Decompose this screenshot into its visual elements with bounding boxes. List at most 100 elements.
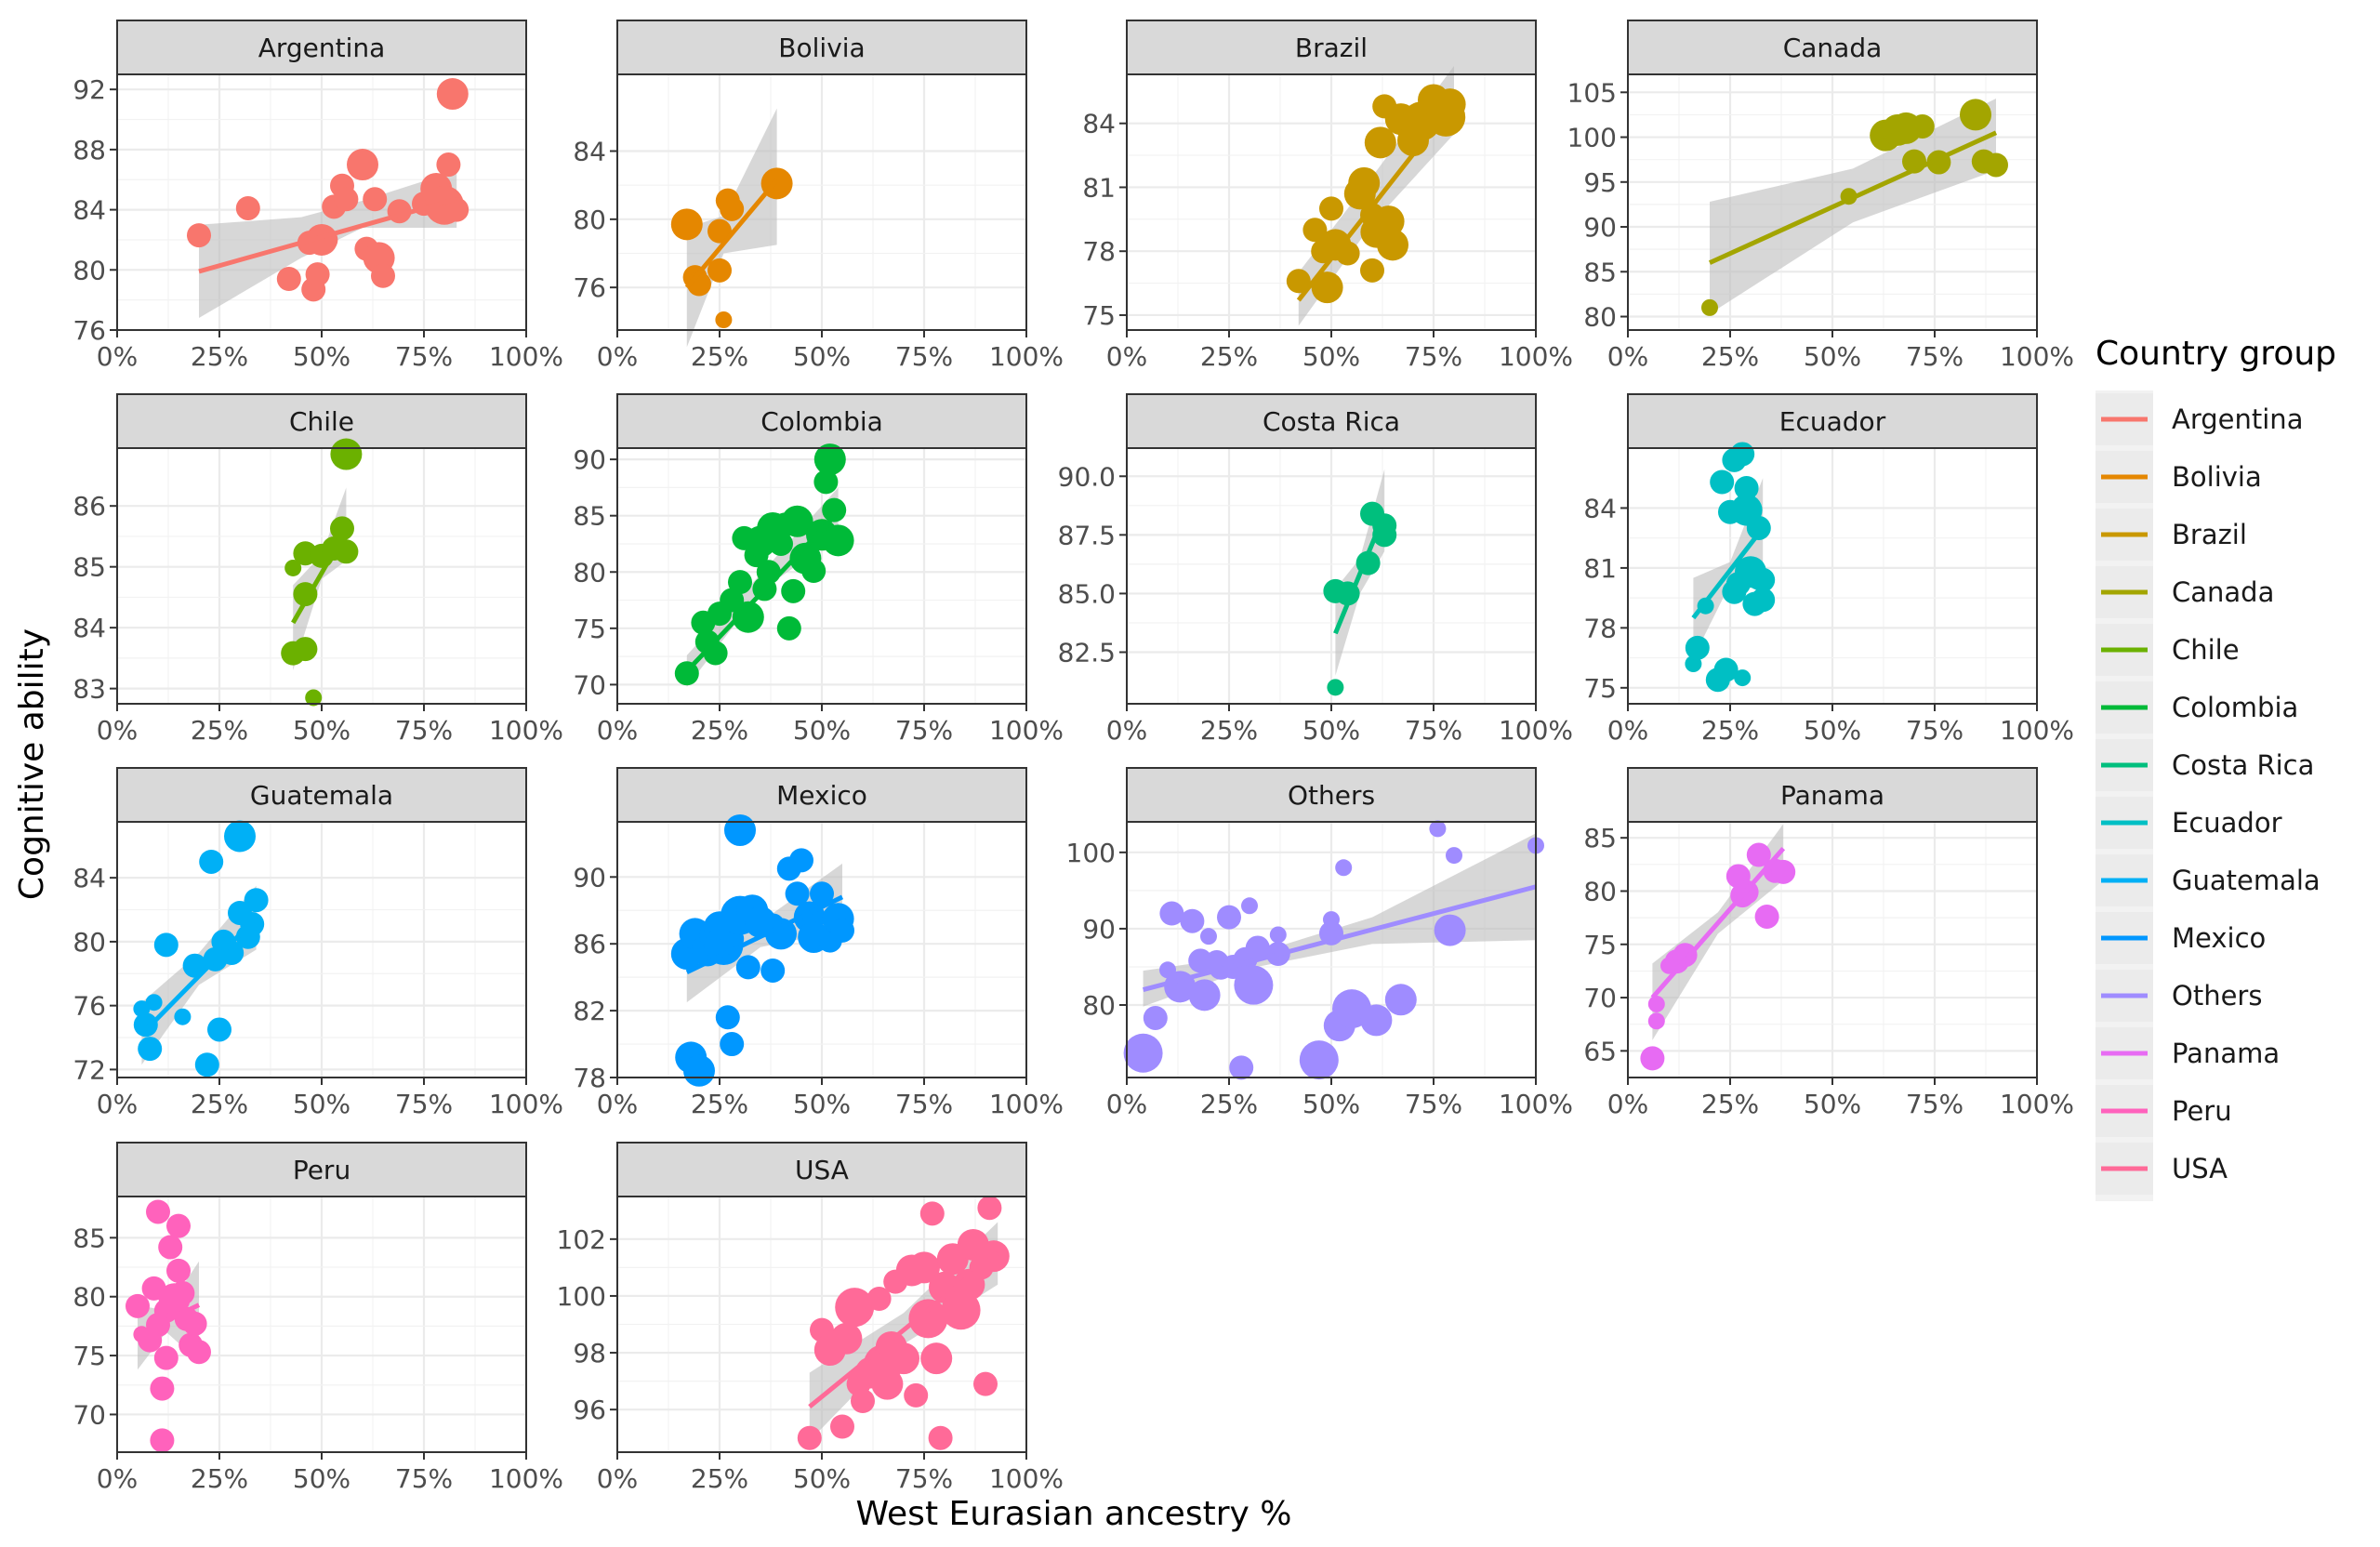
facet-strip-label: Costa Rica	[1263, 406, 1400, 437]
x-axis-title: West Eurasian ancestry %	[856, 1495, 1292, 1533]
facet-strip-label: Canada	[1783, 33, 1883, 63]
y-tick-label: 78	[573, 1063, 606, 1093]
x-tick-label: 50%	[793, 1089, 851, 1119]
x-tick-label: 0%	[597, 715, 638, 746]
data-point	[1372, 205, 1405, 238]
data-point	[822, 497, 847, 522]
data-point	[1701, 298, 1718, 316]
x-tick-label: 25%	[1200, 1089, 1258, 1119]
y-tick-label: 85	[1583, 823, 1617, 853]
panel-usa: USA 96 98 100 102 0% 25% 50% 75% 100%	[557, 1142, 1064, 1494]
data-point	[1319, 196, 1343, 221]
data-point	[1241, 897, 1258, 915]
legend-label-argentina: Argentina	[2172, 403, 2303, 435]
y-tick-label: 85	[73, 1223, 106, 1253]
y-axis-title: Cognitive ability	[13, 628, 51, 900]
data-point	[1234, 965, 1274, 1005]
data-point	[835, 1288, 875, 1328]
trend-line	[684, 510, 840, 673]
data-point	[1180, 908, 1205, 933]
data-point	[830, 1322, 863, 1355]
y-tick-label: 90.0	[1058, 461, 1116, 492]
panel-bolivia: Bolivia 76 80 84 0% 25% 50% 75% 100%	[573, 20, 1064, 372]
data-point	[789, 848, 813, 873]
y-tick-label: 92	[73, 74, 106, 105]
data-point	[334, 187, 359, 212]
data-point	[781, 505, 813, 537]
facet-strip	[116, 393, 527, 449]
facet-strip-label: Peru	[293, 1155, 350, 1185]
legend-label-canada: Canada	[2172, 576, 2274, 608]
data-point	[436, 78, 469, 111]
data-point	[919, 1201, 945, 1226]
data-point	[1360, 258, 1384, 283]
y-tick-label: 85	[1583, 257, 1617, 287]
x-tick-label: 75%	[895, 715, 953, 746]
panel-peru: Peru 70 75 80 85 0% 25% 50% 75% 100%	[73, 1142, 563, 1494]
data-point	[871, 1368, 904, 1400]
data-point	[920, 1342, 953, 1375]
data-point	[1335, 859, 1353, 877]
data-point	[444, 197, 469, 222]
data-point	[1446, 847, 1462, 865]
data-point	[1217, 905, 1241, 930]
x-tick-label: 0%	[97, 341, 138, 372]
data-point	[334, 539, 359, 564]
data-point	[735, 955, 760, 980]
facet-strip	[616, 20, 1027, 75]
x-tick-label: 75%	[1405, 715, 1462, 746]
x-tick-label: 100%	[489, 1463, 563, 1494]
facet-strip	[1627, 20, 2038, 75]
data-point	[126, 1293, 150, 1318]
trend-line	[1650, 846, 1786, 999]
y-tick-label: 70	[1583, 983, 1617, 1013]
trend-line	[1708, 130, 1998, 265]
x-tick-label: 100%	[1499, 715, 1573, 746]
data-point	[1299, 1040, 1339, 1080]
y-tick-label: 80	[573, 557, 606, 588]
x-tick-label: 25%	[191, 341, 248, 372]
data-point	[707, 218, 732, 244]
x-tick-label: 25%	[1200, 341, 1258, 372]
x-tick-label: 75%	[395, 715, 453, 746]
facet-strip	[616, 767, 1027, 823]
y-tick-label: 80	[1082, 990, 1116, 1021]
data-point	[769, 531, 793, 556]
legend-label-colombia: Colombia	[2172, 692, 2298, 723]
trend-line	[198, 196, 457, 274]
x-tick-label: 100%	[2000, 715, 2074, 746]
y-tick-label: 100	[557, 1281, 606, 1312]
x-tick-label: 50%	[293, 1463, 350, 1494]
data-point	[1710, 469, 1735, 495]
data-point	[224, 820, 256, 853]
data-point	[776, 615, 801, 641]
x-tick-label: 0%	[1106, 715, 1147, 746]
x-tick-label: 25%	[1701, 341, 1759, 372]
legend-label-others: Others	[2172, 980, 2262, 1012]
data-point	[1269, 926, 1287, 944]
data-point	[781, 578, 806, 603]
y-tick-label: 83	[73, 674, 106, 705]
facet-strip-label: Guatemala	[250, 780, 393, 811]
legend-label-chile: Chile	[2172, 634, 2240, 666]
data-point	[1734, 475, 1759, 500]
data-point	[1751, 588, 1776, 613]
data-points	[1685, 442, 1776, 693]
x-tick-label: 50%	[793, 341, 851, 372]
x-tick-label: 25%	[1200, 715, 1258, 746]
panel-brazil: Brazil 75 78 81 84 0% 25% 50% 75% 100%	[1082, 20, 1573, 372]
data-point	[1746, 515, 1771, 540]
facet-strip-label: USA	[795, 1155, 849, 1185]
data-point	[760, 958, 786, 983]
data-point	[1713, 657, 1739, 682]
facet-strip	[1126, 767, 1537, 823]
trend-line	[685, 894, 844, 975]
trend-line	[684, 178, 779, 289]
facet-strip-label: Colombia	[760, 406, 883, 437]
data-point	[1377, 229, 1408, 261]
x-tick-label: 25%	[191, 1463, 248, 1494]
data-point	[347, 149, 378, 181]
legend-label-ecuador: Ecuador	[2172, 807, 2282, 839]
x-tick-label: 25%	[191, 1089, 248, 1119]
